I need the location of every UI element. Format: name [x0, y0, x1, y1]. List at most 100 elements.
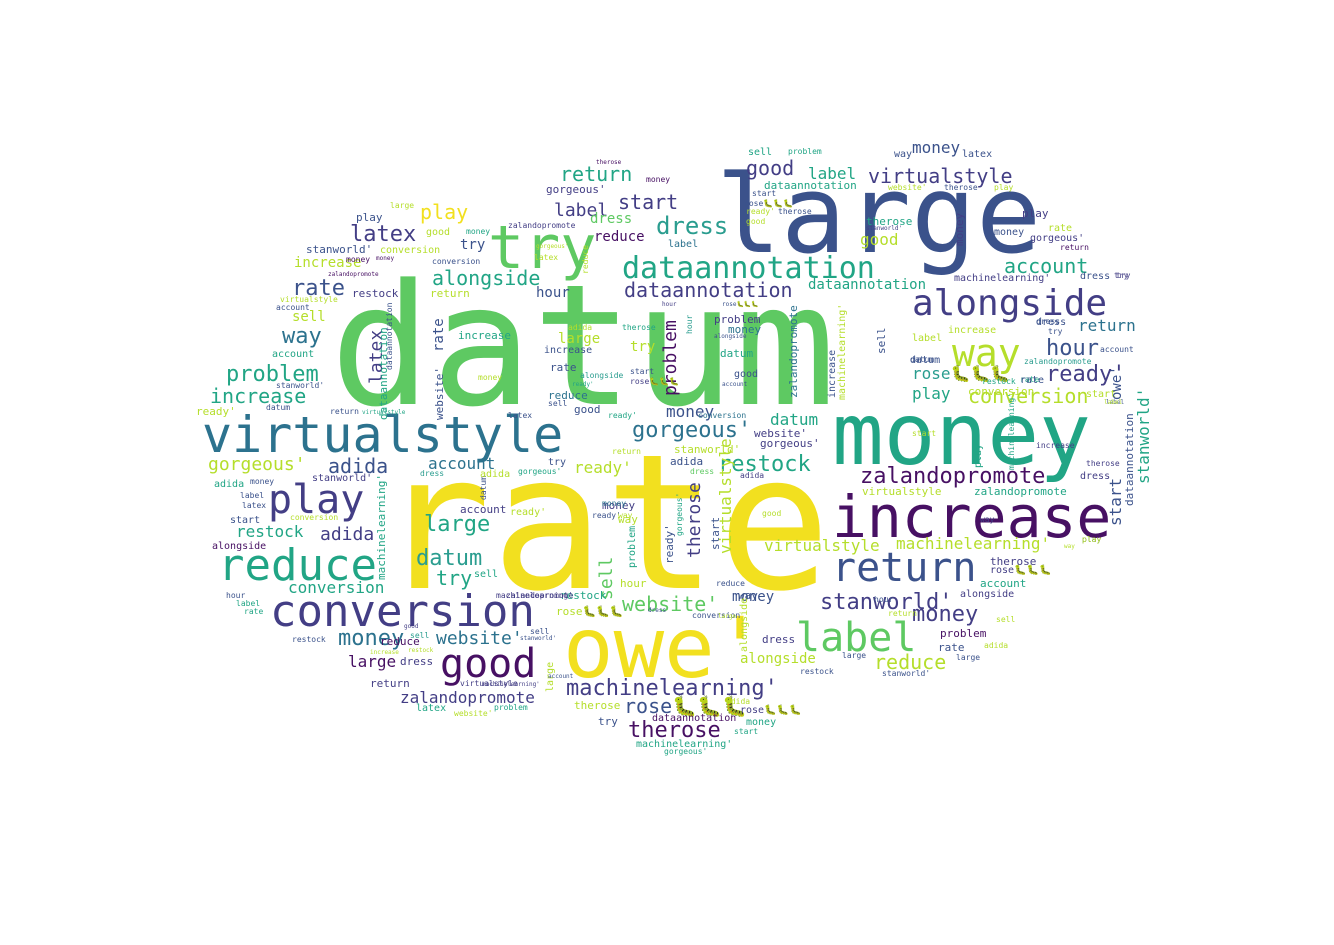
cloud-word: therose — [990, 555, 1037, 568]
cloud-word: account — [272, 349, 315, 360]
cloud-word: rose🐛🐛🐛 — [630, 377, 680, 386]
cloud-word: account — [428, 454, 496, 473]
cloud-word: money — [602, 499, 636, 512]
cloud-word: account — [276, 303, 310, 312]
cloud-word: rate — [378, 414, 831, 633]
cloud-word: adida — [568, 323, 593, 332]
cloud-word: money — [376, 255, 395, 262]
cloud-word: stanworld' — [520, 635, 557, 642]
cloud-word: increase — [210, 384, 307, 408]
cloud-word: virtualstyle — [202, 406, 564, 464]
cloud-word: money — [602, 499, 627, 508]
cloud-word: dataannotation — [385, 302, 394, 370]
cloud-word: gorgeous' — [536, 243, 569, 250]
cloud-word: way — [282, 324, 322, 349]
cloud-word: good — [860, 230, 899, 249]
cloud-word: stanworld' — [1134, 387, 1153, 484]
cloud-word: sell — [875, 327, 888, 355]
cloud-word: gorgeous' — [664, 747, 708, 756]
cloud-word: start — [230, 515, 261, 526]
cloud-word: account — [1004, 254, 1089, 278]
cloud-word: good — [746, 156, 795, 180]
cloud-word: label — [1104, 399, 1123, 406]
cloud-word: dress — [1080, 271, 1111, 282]
cloud-word: owe' — [563, 599, 766, 697]
cloud-word: large — [842, 651, 867, 660]
cloud-word: start — [1106, 477, 1125, 526]
cloud-word: money — [912, 602, 979, 627]
cloud-word: zalandopromote — [787, 305, 800, 398]
cloud-word: sell — [474, 569, 499, 580]
cloud-word: dataannotation — [764, 179, 857, 192]
cloud-word: therose — [684, 482, 705, 558]
cloud-word: gorgeous' — [546, 183, 606, 196]
cloud-word: gorgeous' — [518, 467, 562, 476]
cloud-word: dress — [1080, 471, 1111, 482]
cloud-word: conversion — [380, 245, 441, 256]
cloud-word: rose🐛🐛🐛 — [912, 364, 1011, 383]
cloud-word: problem — [714, 313, 761, 326]
cloud-word: dress — [590, 211, 633, 227]
cloud-word: stanworld' — [312, 473, 373, 484]
cloud-word: increase — [1036, 441, 1075, 450]
cloud-word: alongside — [212, 541, 267, 552]
cloud-word: restock — [560, 589, 607, 602]
cloud-word: return — [888, 609, 917, 618]
cloud-word: return — [560, 162, 633, 186]
cloud-word: machinelearning' — [1007, 392, 1016, 470]
cloud-word: dataannotation — [1123, 413, 1136, 506]
cloud-word: money — [666, 402, 715, 421]
cloud-word: ready' — [1046, 362, 1126, 387]
cloud-word: rose🐛🐛🐛 — [990, 565, 1052, 576]
cloud-word: label — [240, 491, 265, 500]
cloud-word: money — [728, 323, 762, 336]
cloud-word: rate — [1020, 375, 1040, 384]
cloud-word: therose — [596, 159, 622, 166]
cloud-word: problem — [494, 703, 528, 712]
cloud-word: rate — [292, 276, 345, 301]
cloud-word: datum — [910, 355, 941, 366]
cloud-word: conversion — [968, 384, 1089, 408]
cloud-word: label — [1106, 399, 1125, 406]
cloud-word: label — [912, 333, 943, 344]
cloud-word: latex — [962, 149, 993, 160]
cloud-word: machinelearning' — [496, 591, 574, 600]
cloud-word: hour — [1046, 336, 1099, 361]
cloud-word: increase — [370, 649, 399, 656]
cloud-word: good — [734, 369, 759, 380]
cloud-word: adida — [726, 697, 751, 706]
cloud-word: gorgeous' — [208, 454, 306, 475]
cloud-word: conversion — [270, 586, 535, 637]
cloud-word: play — [356, 211, 383, 224]
cloud-word: ready' — [592, 511, 621, 520]
cloud-word: way — [618, 511, 633, 520]
cloud-word: zalandopromote — [860, 464, 1046, 489]
cloud-word: stanworld' — [306, 243, 373, 256]
cloud-word: therose — [1086, 459, 1120, 468]
cloud-word: return — [832, 545, 977, 591]
cloud-word: hour — [874, 595, 894, 604]
cloud-word: play — [420, 200, 469, 224]
cloud-word: stanworld' — [882, 669, 931, 678]
cloud-word: return — [1078, 316, 1136, 335]
cloud-word: rate — [431, 318, 447, 352]
cloud-word: good — [762, 509, 782, 518]
cloud-word: rose🐛🐛🐛 — [740, 705, 802, 716]
cloud-word: problem — [940, 627, 987, 640]
cloud-word: play — [994, 183, 1014, 192]
cloud-word: account — [1100, 345, 1134, 354]
cloud-word: money — [994, 227, 1025, 238]
cloud-word: try — [436, 566, 473, 590]
cloud-word: dress — [656, 212, 729, 240]
cloud-word: dataannotation — [624, 278, 793, 302]
cloud-word: label — [796, 615, 917, 661]
cloud-word: large — [718, 613, 737, 620]
cloud-word: reduce — [548, 389, 588, 402]
cloud-word: dataannotation — [808, 277, 927, 293]
cloud-word: virtualstyle — [868, 164, 1013, 188]
cloud-word: play — [973, 443, 984, 468]
cloud-word: latex — [508, 411, 533, 420]
cloud-word: machinelearning' — [566, 676, 778, 701]
cloud-word: problem — [627, 525, 638, 568]
cloud-word: rate — [550, 361, 577, 374]
